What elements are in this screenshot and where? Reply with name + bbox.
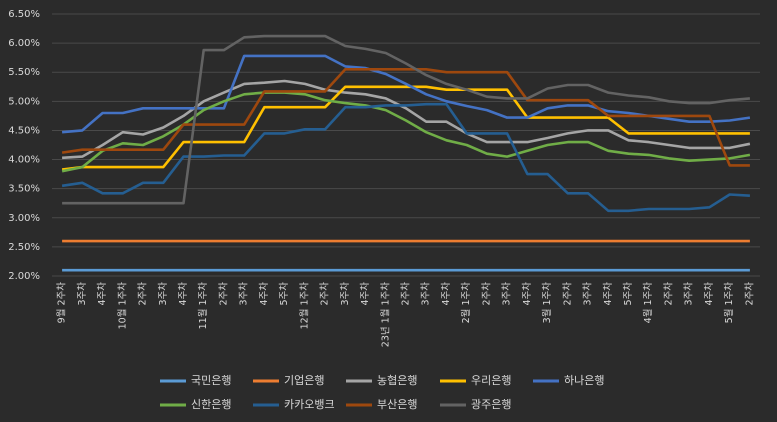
series-line bbox=[62, 34, 751, 205]
y-tick-label: 5.50% bbox=[8, 67, 40, 78]
x-tick-label: 2주차 bbox=[743, 282, 755, 306]
legend-label: 국민은행 bbox=[191, 374, 231, 387]
x-tick-label: 2월 1주차 bbox=[460, 282, 472, 324]
y-tick-label: 4.00% bbox=[8, 155, 40, 166]
series-line bbox=[61, 102, 750, 213]
y-tick-label: 2.00% bbox=[8, 271, 40, 282]
x-tick-label: 4주차 bbox=[440, 282, 452, 306]
legend-label: 광주은행 bbox=[471, 398, 511, 411]
legend-label: 우리은행 bbox=[471, 374, 511, 387]
x-tick-label: 3주차 bbox=[238, 282, 250, 306]
x-tick-label: 2주차 bbox=[319, 282, 331, 306]
x-tick-label: 4월 1주차 bbox=[642, 282, 654, 324]
x-tick-label: 10월 1주차 bbox=[116, 282, 128, 330]
x-tick-label: 2주차 bbox=[137, 282, 149, 306]
x-tick-label: 3월 1주차 bbox=[541, 282, 553, 324]
legend-label: 카카오뱅크 bbox=[284, 398, 335, 411]
y-tick-label: 6.50% bbox=[8, 9, 40, 20]
x-tick-label: 5월 1주차 bbox=[723, 282, 735, 324]
y-tick-label: 3.50% bbox=[8, 184, 40, 195]
legend-label: 신한은행 bbox=[191, 398, 231, 411]
y-tick-label: 5.00% bbox=[8, 96, 40, 107]
x-tick-label: 4주차 bbox=[96, 282, 108, 306]
x-tick-label: 2주차 bbox=[217, 282, 229, 306]
x-tick-label: 4주차 bbox=[177, 282, 189, 306]
series-line bbox=[61, 54, 751, 134]
x-tick-label: 12월 1주차 bbox=[298, 282, 310, 330]
series-line bbox=[61, 68, 750, 167]
legend-label: 부산은행 bbox=[377, 398, 417, 411]
x-tick-label: 3주차 bbox=[76, 282, 88, 306]
y-tick-label: 2.50% bbox=[8, 242, 40, 253]
x-tick-label: 4주차 bbox=[359, 282, 371, 306]
x-tick-label: 3주차 bbox=[683, 282, 695, 306]
x-tick-label: 2주차 bbox=[400, 282, 412, 306]
x-tick-label: 11월 1주차 bbox=[197, 282, 209, 330]
legend-label: 하나은행 bbox=[564, 373, 604, 387]
x-tick-label: 5주차 bbox=[278, 282, 290, 306]
series-line bbox=[61, 91, 751, 173]
x-tick-label: 3주차 bbox=[420, 282, 432, 306]
y-tick-label: 3.00% bbox=[8, 213, 40, 224]
x-tick-label: 4주차 bbox=[521, 282, 533, 306]
x-tick-label: 3주차 bbox=[157, 282, 169, 306]
x-tick-label: 3주차 bbox=[501, 282, 513, 306]
x-tick-label: 4주차 bbox=[258, 282, 270, 306]
x-tick-label: 3주차 bbox=[582, 282, 594, 306]
y-tick-label: 4.50% bbox=[8, 125, 40, 136]
x-tick-label: 4주차 bbox=[703, 282, 715, 306]
legend-label: 농협은행 bbox=[377, 374, 417, 387]
series-line bbox=[61, 85, 750, 171]
x-tick-label: 23년 1월 1주차 bbox=[379, 282, 391, 347]
x-tick-label: 2주차 bbox=[480, 282, 492, 306]
y-tick-label: 6.00% bbox=[8, 38, 40, 49]
legend-label: 기업은행 bbox=[284, 374, 324, 387]
series-line bbox=[62, 79, 751, 160]
x-tick-label: 3주차 bbox=[339, 282, 351, 306]
x-tick-label: 5주차 bbox=[622, 282, 634, 306]
x-tick-label: 4주차 bbox=[602, 282, 614, 306]
x-tick-label: 2주차 bbox=[662, 282, 674, 306]
x-tick-label: 9월 2주차 bbox=[56, 282, 68, 324]
x-tick-label: 2주차 bbox=[561, 282, 573, 306]
